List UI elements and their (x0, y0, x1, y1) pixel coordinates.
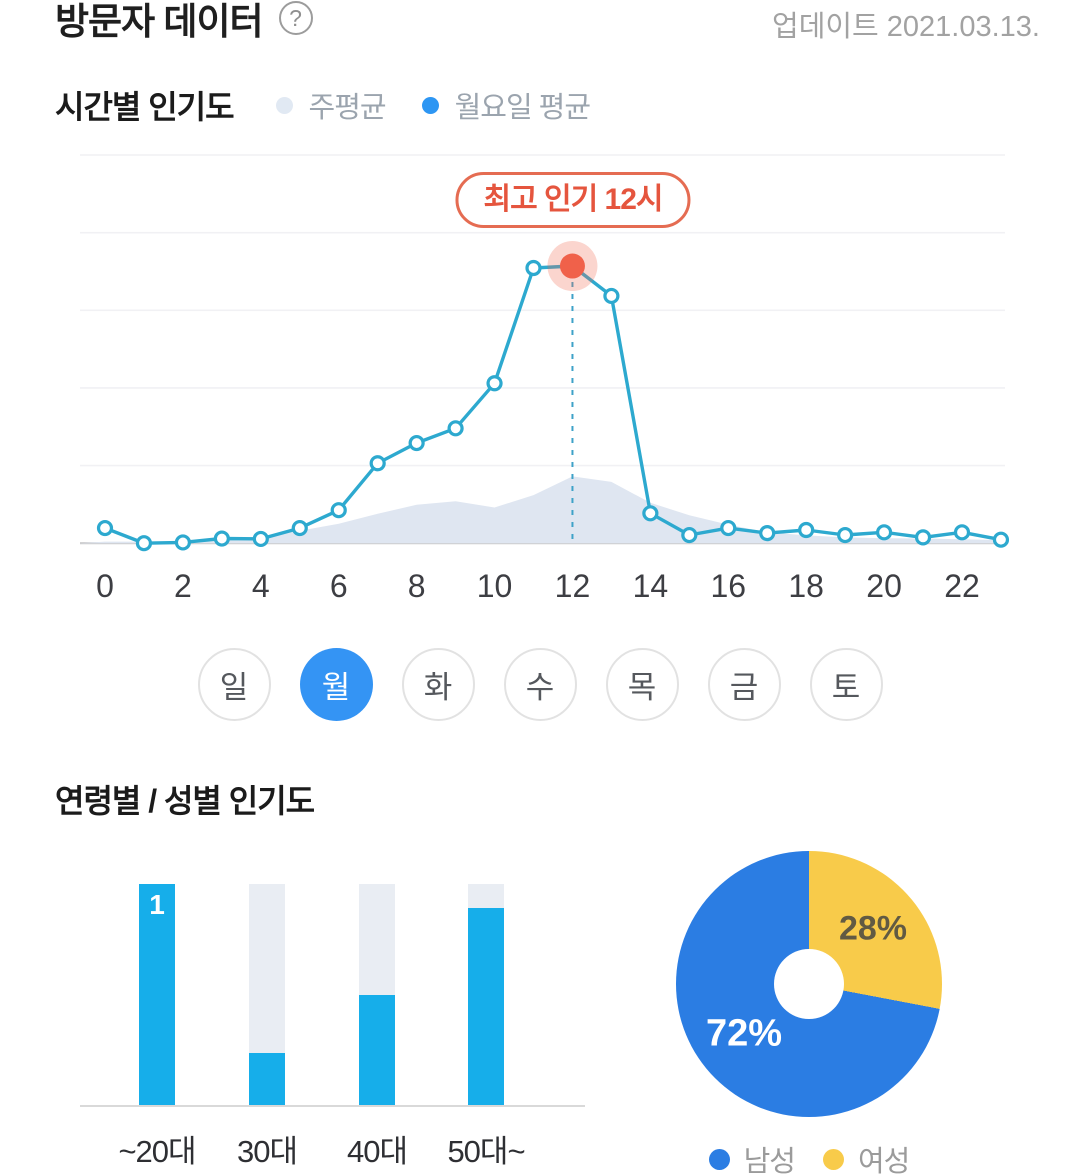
bar-fill-~20대: 1 (139, 884, 175, 1106)
legend-label: 여성 (858, 1146, 910, 1176)
bar-category-labels: ~20대 30대 40대 50대~ (80, 1126, 585, 1169)
line-point (875, 524, 893, 541)
line-point (837, 526, 854, 544)
line-point (174, 534, 192, 551)
x-axis-label: 2 (174, 568, 192, 604)
bar-value-label: 1 (149, 889, 165, 920)
legend-label: 주평균 (308, 92, 387, 124)
day-button-일[interactable]: 일 (197, 648, 271, 721)
hourly-section-title: 시간별 인기도 (55, 89, 235, 125)
line-point (291, 519, 308, 537)
line-point (135, 535, 153, 552)
bar-track (468, 884, 504, 1106)
help-icon[interactable]: ? (278, 1, 313, 35)
line-point (992, 531, 1010, 548)
x-axis-label: 8 (408, 568, 426, 604)
x-axis-label: 10 (477, 568, 513, 604)
x-axis-label: 4 (252, 568, 270, 604)
x-axis-label: 18 (788, 568, 824, 604)
bar-fill-30대 (249, 1052, 285, 1106)
line-point (252, 530, 269, 548)
gender-legend-item-여성: 여성 (823, 1138, 910, 1176)
bar-category-label: ~20대 (118, 1134, 196, 1169)
x-axis-label: 14 (633, 568, 669, 604)
line-point (447, 420, 464, 437)
legend-dot-icon (708, 1148, 730, 1170)
x-axis-label: 20 (866, 568, 902, 604)
legend-dot-icon (823, 1148, 844, 1170)
day-button-금[interactable]: 금 (707, 648, 781, 721)
x-axis-label: 0 (96, 568, 114, 604)
bar-axis-line (80, 1105, 585, 1107)
donut-hole (774, 949, 844, 1019)
bar-fill-40대 (359, 995, 395, 1106)
bar-category-label: 30대 (236, 1134, 298, 1169)
bar-category-label: 40대 (346, 1134, 408, 1169)
gender-legend-item-남성: 남성 (708, 1138, 796, 1176)
line-point (798, 521, 815, 539)
day-button-목[interactable]: 목 (605, 648, 679, 721)
hourly-legend: 주평균 월요일 평균 (275, 84, 591, 126)
line-point (914, 529, 932, 546)
bar-track (359, 884, 395, 1106)
hourly-line-chart: 0 2 4 6 8 10 12 14 16 18 20 22 (80, 154, 1010, 604)
day-button-토[interactable]: 토 (809, 648, 883, 721)
peak-callout: 최고 인기 12시 (455, 172, 691, 228)
updated-date: 업데이트 2021.03.13. (772, 11, 1040, 43)
monday-average-dot-icon (421, 96, 439, 114)
gender-donut-chart: 28% 72% (676, 851, 942, 1117)
week-average-area (80, 476, 1005, 544)
line-point (213, 530, 230, 547)
age-bar-chart: 1 (80, 884, 585, 1106)
peak-point (559, 253, 585, 279)
x-axis-label: 16 (710, 568, 746, 604)
bar-track: 1 (139, 884, 175, 1106)
legend-label: 남성 (743, 1146, 796, 1176)
bar-fill-50대~ (468, 908, 504, 1106)
hourly-section-header: 시간별 인기도 주평균 월요일 평균 (55, 82, 591, 128)
line-point (759, 525, 776, 542)
age-gender-section-title: 연령별 / 성별 인기도 (55, 783, 315, 819)
line-point (642, 505, 659, 522)
male-percent-label: 72% (705, 1012, 783, 1055)
page-title: 방문자 데이터 (55, 1, 264, 42)
x-axis-label: 22 (944, 568, 980, 604)
line-point (603, 287, 620, 305)
legend-label: 월요일 평균 (454, 92, 591, 124)
bar-track (249, 884, 285, 1106)
day-button-월[interactable]: 월 (299, 648, 373, 721)
line-point (525, 259, 542, 277)
x-axis-label: 6 (330, 568, 348, 604)
line-point (369, 455, 386, 472)
line-point (720, 519, 737, 537)
gender-legend: 남성 여성 (666, 1138, 952, 1176)
week-average-dot-icon (275, 96, 293, 114)
day-button-화[interactable]: 화 (401, 648, 475, 721)
page-header: 방문자 데이터 ? (55, 0, 313, 44)
bar-category-label: 50대~ (447, 1134, 525, 1169)
line-point (408, 434, 425, 452)
legend-item-monday-average: 월요일 평균 (421, 84, 591, 126)
line-point (96, 519, 114, 537)
legend-item-week-average: 주평균 (275, 84, 387, 126)
day-button-수[interactable]: 수 (503, 648, 577, 721)
line-point (953, 524, 971, 541)
line-point (330, 502, 347, 519)
line-point (681, 526, 698, 544)
female-percent-label: 28% (838, 909, 908, 948)
x-axis-label: 12 (555, 568, 591, 604)
line-point (486, 375, 503, 392)
